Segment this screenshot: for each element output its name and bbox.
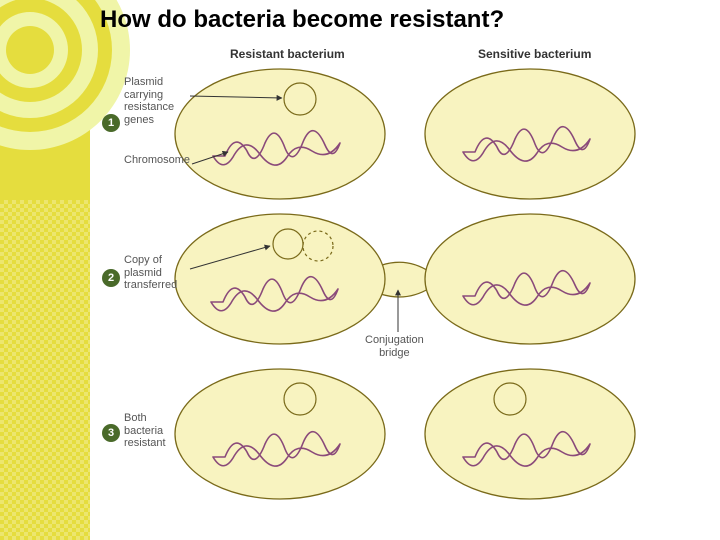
row-2	[175, 214, 635, 344]
label-conjugation: Conjugation bridge	[365, 334, 424, 359]
page-title: How do bacteria become resistant?	[100, 6, 700, 34]
sidebar-decoration	[0, 0, 90, 540]
step-badge-2: 2	[102, 269, 120, 287]
row-3	[175, 369, 635, 499]
bacteria-diagram-svg	[110, 54, 670, 524]
sidebar-pattern	[0, 200, 90, 540]
label-chromosome: Chromosome	[124, 154, 190, 167]
diagram: Resistant bacterium Sensitive bacterium …	[110, 54, 670, 524]
label-sensitive-header: Sensitive bacterium	[478, 48, 591, 62]
slide: How do bacteria become resistant? Resist…	[0, 0, 720, 540]
cell-left-3	[175, 369, 385, 499]
label-resistant-header: Resistant bacterium	[230, 48, 345, 62]
step-badge-1: 1	[102, 114, 120, 132]
cell-right-3	[425, 369, 635, 499]
label-plasmid: Plasmid carrying resistance genes	[124, 76, 174, 127]
cell-left-1	[175, 69, 385, 199]
step-badge-3: 3	[102, 424, 120, 442]
label-step3: Both bacteria resistant	[124, 412, 166, 450]
label-step2: Copy of plasmid transferred	[124, 254, 177, 292]
row-1	[175, 69, 635, 199]
cell-left-2	[175, 214, 385, 344]
